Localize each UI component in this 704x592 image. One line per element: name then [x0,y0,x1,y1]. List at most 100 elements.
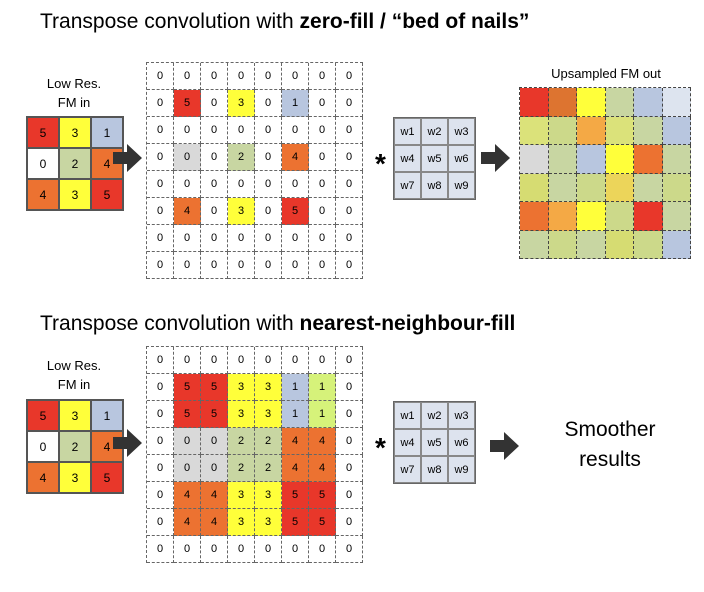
grid-cell: 0 [336,198,363,225]
grid-cell: 0 [228,63,255,90]
grid-cell: 0 [174,536,201,563]
grid-cell: 4 [174,482,201,509]
grid-cell: 0 [201,171,228,198]
grid-cell: 2 [228,428,255,455]
grid-cell: 0 [201,225,228,252]
grid-cell: 5 [282,509,309,536]
kernel-weight-cell: w7 [394,456,421,483]
output-cell [662,116,691,145]
input-cell: 5 [91,462,123,493]
kernel-weight-cell: w6 [448,145,475,172]
grid-cell: 0 [147,225,174,252]
grid-cell: 3 [228,374,255,401]
output-cell [520,145,549,174]
input-cell: 0 [27,148,59,179]
grid-cell: 0 [147,252,174,279]
grid-cell: 0 [174,117,201,144]
grid-cell: 0 [336,225,363,252]
right-arrow-icon [113,144,142,172]
grid-cell: 0 [282,252,309,279]
bottom-kernel: w1 w2 w3 w4 w5 w6 w7 w8 w9 [393,401,476,484]
grid-cell: 0 [336,482,363,509]
grid-cell: 5 [282,482,309,509]
output-cell [634,230,663,259]
grid-cell: 2 [255,428,282,455]
output-cell [634,173,663,202]
grid-cell: 0 [255,144,282,171]
input-cell: 1 [91,400,123,431]
grid-cell: 0 [255,198,282,225]
right-arrow-icon [113,429,142,457]
output-cell [520,116,549,145]
kernel-weight-cell: w6 [448,429,475,456]
grid-cell: 0 [255,252,282,279]
kernel-weight-cell: w3 [448,118,475,145]
grid-cell: 0 [147,536,174,563]
input-cell: 4 [27,462,59,493]
convolution-operator-icon: * [375,148,386,179]
input-cell: 5 [91,179,123,210]
output-cell [548,173,577,202]
output-cell [634,145,663,174]
grid-cell: 4 [174,509,201,536]
kernel-weight-cell: w2 [421,402,448,429]
kernel-weight-cell: w1 [394,402,421,429]
grid-cell: 0 [336,455,363,482]
grid-cell: 4 [201,482,228,509]
grid-cell: 0 [336,117,363,144]
grid-cell: 3 [255,509,282,536]
grid-cell: 0 [228,347,255,374]
grid-cell: 0 [309,225,336,252]
grid-cell: 0 [309,144,336,171]
grid-cell: 0 [282,536,309,563]
output-cell [634,88,663,117]
output-cell [577,116,606,145]
grid-cell: 3 [228,198,255,225]
kernel-weight-cell: w5 [421,145,448,172]
grid-cell: 4 [201,509,228,536]
output-cell [520,173,549,202]
input-cell: 5 [27,400,59,431]
grid-cell: 0 [309,198,336,225]
grid-cell: 0 [282,171,309,198]
grid-cell: 0 [336,401,363,428]
input-cell: 3 [59,179,91,210]
grid-cell: 0 [282,347,309,374]
grid-cell: 0 [282,63,309,90]
grid-cell: 0 [147,428,174,455]
grid-cell: 4 [309,428,336,455]
grid-cell: 0 [147,401,174,428]
result-text: Smoother results [564,418,656,471]
grid-cell: 0 [255,347,282,374]
grid-cell: 3 [228,482,255,509]
grid-cell: 0 [147,455,174,482]
grid-cell: 1 [282,90,309,117]
grid-cell: 0 [174,252,201,279]
input-cell: 2 [59,431,91,462]
bottom-title: Transpose convolution with nearest-neigh… [40,312,516,335]
grid-cell: 4 [282,455,309,482]
grid-cell: 0 [174,225,201,252]
input-cell: 2 [59,148,91,179]
grid-cell: 0 [336,63,363,90]
input-cell: 3 [59,462,91,493]
kernel-weight-cell: w9 [448,456,475,483]
grid-cell: 0 [255,171,282,198]
top-input-caption: Low Res. FM in [46,76,102,110]
grid-cell: 0 [174,63,201,90]
output-cell [577,173,606,202]
grid-cell: 5 [201,401,228,428]
grid-cell: 5 [201,374,228,401]
input-cell: 1 [91,117,123,148]
grid-cell: 5 [174,374,201,401]
grid-cell: 5 [174,90,201,117]
kernel-weight-cell: w4 [394,145,421,172]
grid-cell: 4 [282,428,309,455]
grid-cell: 1 [282,401,309,428]
grid-cell: 3 [255,401,282,428]
output-cell [605,173,634,202]
grid-cell: 0 [147,144,174,171]
output-cell [662,230,691,259]
output-cell [548,230,577,259]
